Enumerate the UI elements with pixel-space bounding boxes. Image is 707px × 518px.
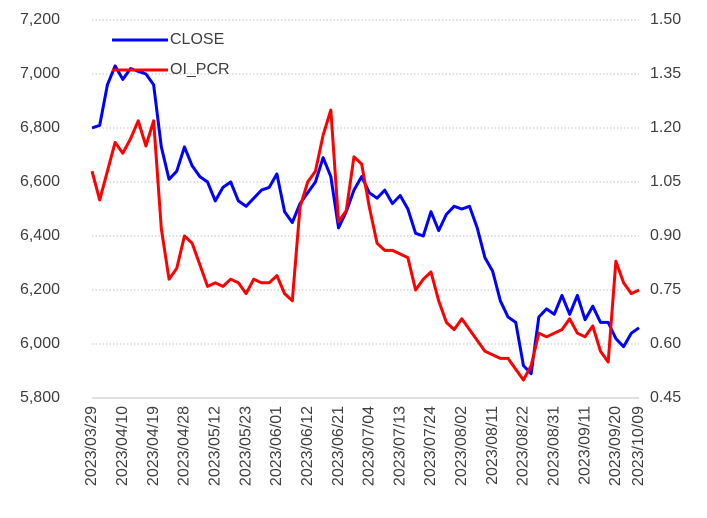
y2-tick-label: 1.50 [650, 11, 681, 28]
legend-label: OI_PCR [170, 61, 230, 78]
y2-tick-label: 1.05 [650, 173, 681, 190]
series-line [91, 64, 640, 376]
y2-tick-label: 0.90 [650, 227, 681, 244]
x-tick-label: 2023/06/01 [268, 406, 285, 486]
y2-tick-label: 0.60 [650, 335, 681, 352]
x-tick-label: 2023/07/24 [422, 406, 439, 486]
x-tick-label: 2023/09/20 [607, 406, 624, 486]
y-tick-label: 5,800 [20, 389, 60, 406]
x-tick-label: 2023/03/29 [83, 406, 100, 486]
y2-tick-label: 1.35 [650, 65, 681, 82]
x-tick-label: 2023/08/22 [515, 406, 532, 486]
y-tick-label: 6,600 [20, 173, 60, 190]
x-tick-label: 2023/05/12 [206, 406, 223, 486]
x-tick-label: 2023/09/11 [576, 406, 593, 485]
y-tick-label: 6,400 [20, 227, 60, 244]
x-tick-label: 2023/06/21 [330, 406, 347, 486]
x-tick-label: 2023/04/28 [176, 406, 193, 486]
y2-tick-label: 0.45 [650, 389, 681, 406]
x-tick-label: 2023/08/02 [453, 406, 470, 486]
x-tick-label: 2023/07/13 [391, 406, 408, 486]
series-line [90, 108, 640, 382]
x-tick-label: 2023/08/11 [484, 406, 501, 485]
x-tick-label: 2023/06/12 [299, 406, 316, 486]
x-tick-label: 2023/07/04 [361, 406, 378, 486]
x-tick-label: 2023/04/10 [114, 406, 131, 486]
x-tick-label: 2023/10/09 [630, 406, 647, 486]
x-tick-label: 2023/04/19 [145, 406, 162, 486]
y2-tick-label: 0.75 [650, 281, 681, 298]
x-tick-label: 2023/05/23 [237, 406, 254, 486]
y-tick-label: 6,000 [20, 335, 60, 352]
y-tick-label: 6,800 [20, 119, 60, 136]
y-tick-label: 6,200 [20, 281, 60, 298]
x-tick-label: 2023/08/31 [545, 406, 562, 486]
y-tick-label: 7,000 [20, 65, 60, 82]
legend-label: CLOSE [170, 31, 224, 48]
y-tick-label: 7,200 [20, 11, 60, 28]
y2-tick-label: 1.20 [650, 119, 681, 136]
